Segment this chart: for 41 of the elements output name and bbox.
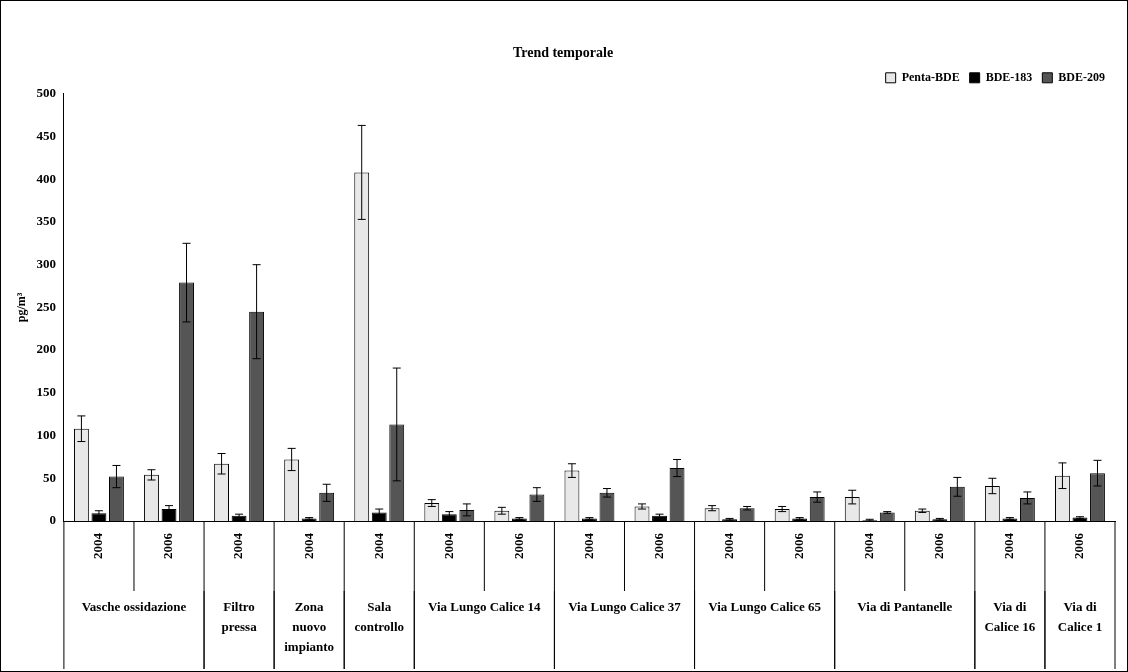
x-tick-label: 2004 [300, 532, 316, 559]
y-tick-label: 500 [36, 85, 56, 101]
y-tick-label: 400 [36, 170, 56, 186]
text: Vasche ossidazione [81, 598, 187, 614]
x-tick-label: 2004 [370, 532, 386, 559]
legend-label: BDE-183 [985, 69, 1033, 84]
y-tick-label: 50 [42, 469, 56, 485]
text: Via Lungo Calice 14 [428, 598, 542, 614]
text: Via di Calice 1 [1057, 598, 1103, 634]
legend-label: BDE-209 [1058, 69, 1105, 84]
x-tick-label: 2004 [230, 532, 246, 559]
x-tick-label: 2006 [931, 532, 947, 559]
text: Via di Calice 16 [984, 598, 1036, 634]
y-axis-title: pg/m³ [14, 292, 29, 323]
y-tick-label: 250 [36, 298, 56, 314]
y-tick-label: 150 [36, 384, 56, 400]
x-tick-label: 2004 [720, 532, 736, 559]
text: Filtro pressa [221, 598, 258, 634]
y-tick-label: 100 [36, 426, 56, 442]
x-tick-label: 2006 [650, 532, 666, 559]
x-tick-label: 2004 [90, 532, 106, 559]
text: Via Lungo Calice 37 [568, 598, 682, 614]
x-tick-label: 2004 [861, 532, 877, 559]
x-tick-label: 2006 [160, 532, 176, 559]
y-tick-label: 450 [36, 127, 56, 143]
text: Via Lungo Calice 65 [708, 598, 822, 614]
x-tick-label: 2004 [580, 532, 596, 559]
chart-title: Trend temporale [512, 45, 614, 61]
y-tick-label: 300 [36, 256, 56, 272]
x-tick-label: 2006 [510, 532, 526, 559]
y-tick-label: 200 [36, 341, 56, 357]
x-tick-label: 2004 [440, 532, 456, 559]
text: Via di Pantanelle [857, 598, 953, 614]
y-tick-label: 0 [49, 512, 56, 528]
legend-label: Penta-BDE [901, 69, 960, 84]
x-tick-label: 2004 [1001, 532, 1017, 559]
text: Zona nuovo impianto [284, 598, 335, 654]
x-tick-label: 2006 [791, 532, 807, 559]
y-tick-label: 350 [36, 213, 56, 229]
x-tick-label: 2006 [1071, 532, 1087, 559]
text: Sala controllo [354, 598, 405, 634]
